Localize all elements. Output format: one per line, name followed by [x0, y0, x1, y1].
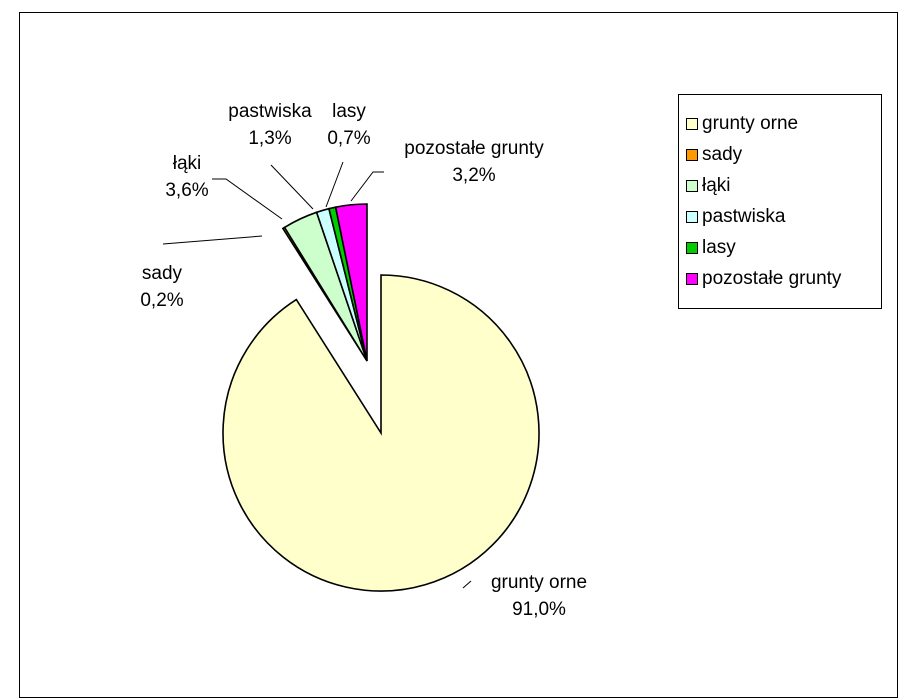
data-label-name: sady: [142, 263, 183, 284]
legend-label: pastwiska: [702, 205, 786, 227]
data-label-name: pastwiska: [228, 101, 312, 122]
leader-line: [162, 235, 263, 245]
data-label-value: 3,6%: [165, 180, 208, 201]
legend-label: sady: [702, 143, 743, 165]
legend-swatch: [686, 117, 698, 130]
legend-label: pozostałe grunty: [702, 267, 842, 289]
legend-swatch: [686, 148, 698, 161]
legend-label: grunty orne: [702, 112, 799, 134]
legend-item: sady: [679, 139, 881, 170]
data-label-value: 1,3%: [248, 128, 291, 149]
legend-item: lasy: [679, 232, 881, 263]
data-label-name: lasy: [332, 101, 366, 122]
pie-slice-grunty-orne: [222, 274, 540, 592]
legend-swatch: [686, 272, 698, 285]
legend-swatch: [686, 179, 698, 192]
data-label-value: 3,2%: [452, 165, 495, 186]
data-label-value: 0,2%: [140, 290, 183, 311]
legend-label: lasy: [702, 236, 736, 258]
data-label-value: 0,7%: [327, 128, 370, 149]
legend-swatch: [686, 241, 698, 254]
legend-item: pozostałe grunty: [679, 263, 881, 294]
leader-line: [350, 171, 384, 202]
data-label-value: 91,0%: [512, 599, 566, 620]
legend-item: łąki: [679, 170, 881, 201]
legend-item: grunty orne: [679, 108, 881, 139]
legend-label: łąki: [702, 174, 731, 196]
data-label-name: łąki: [173, 153, 202, 174]
pie-slice-pozostałe-grunty: [334, 203, 368, 362]
data-label-name: grunty orne: [491, 572, 587, 593]
legend-item: pastwiska: [679, 201, 881, 232]
legend: grunty orne sady łąki pastwiska lasy pozostał…: [678, 94, 882, 309]
legend-swatch: [686, 210, 698, 223]
leader-line: [462, 580, 472, 589]
leader-line: [325, 161, 344, 208]
data-label-name: pozostałe grunty: [404, 138, 544, 159]
leader-line: [212, 178, 283, 220]
leader-line: [270, 164, 314, 210]
